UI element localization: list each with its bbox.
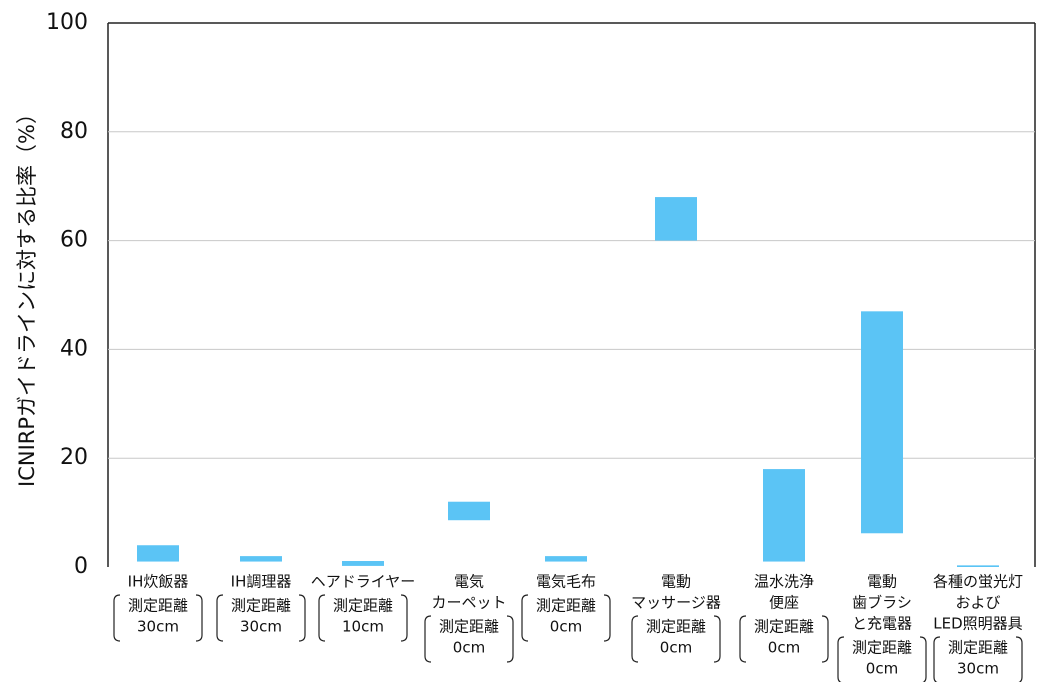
distance-label: 測定距離	[439, 618, 499, 636]
distance-label: 30cm	[240, 618, 282, 636]
distance-label: 0cm	[550, 618, 582, 636]
x-tick-label: カーペット	[431, 594, 506, 612]
bracket	[821, 615, 829, 663]
x-tick-label: および	[955, 594, 1000, 612]
bracket	[113, 594, 121, 642]
bracket	[424, 615, 432, 663]
x-tick-label: LED照明器具	[933, 615, 1022, 633]
y-tick-label: 100	[46, 10, 88, 35]
bracket	[837, 636, 845, 682]
distance-label: 測定距離	[754, 618, 814, 636]
distance-label: 測定距離	[536, 597, 596, 615]
distance-label: 30cm	[957, 660, 999, 678]
bar	[861, 311, 903, 534]
x-tick-label: IH炊飯器	[128, 573, 189, 591]
y-tick-label: 80	[60, 119, 88, 144]
distance-label: 0cm	[660, 639, 692, 657]
x-tick-label: 各種の蛍光灯	[933, 573, 1023, 591]
bar	[240, 556, 282, 562]
bar	[137, 545, 179, 562]
bracket	[713, 615, 721, 663]
bracket	[216, 594, 224, 642]
x-tick-label: 便座	[769, 594, 799, 612]
bar	[342, 561, 384, 566]
x-tick-label: 電動	[661, 573, 691, 591]
bracket	[195, 594, 203, 642]
y-axis-label: ICNIRPガイドラインに対する比率（%）	[15, 103, 39, 487]
y-tick-label: 0	[74, 554, 88, 579]
distance-label: 10cm	[342, 618, 384, 636]
bracket	[521, 594, 529, 642]
x-tick-label: 電気	[454, 573, 484, 591]
y-tick-label: 60	[60, 228, 88, 253]
distance-label: 測定距離	[948, 639, 1008, 657]
distance-label: 測定距離	[852, 639, 912, 657]
distance-label: 測定距離	[646, 618, 706, 636]
distance-label: 測定距離	[231, 597, 291, 615]
bar	[448, 501, 490, 521]
bracket	[739, 615, 747, 663]
bracket	[400, 594, 408, 642]
bracket	[631, 615, 639, 663]
bracket	[1015, 636, 1023, 682]
bracket	[919, 636, 927, 682]
bar	[763, 469, 805, 562]
bar	[957, 565, 999, 567]
distance-label: 0cm	[453, 639, 485, 657]
bracket	[933, 636, 941, 682]
bracket	[506, 615, 514, 663]
bar	[655, 197, 697, 241]
x-tick-label: マッサージ器	[631, 594, 721, 612]
distance-label: 0cm	[768, 639, 800, 657]
bracket	[603, 594, 611, 642]
bracket	[298, 594, 306, 642]
bar	[545, 556, 587, 562]
bracket	[318, 594, 326, 642]
y-tick-label: 20	[60, 445, 88, 470]
x-tick-label: と充電器	[852, 615, 912, 633]
distance-label: 測定距離	[128, 597, 188, 615]
distance-label: 測定距離	[333, 597, 393, 615]
x-tick-label: 歯ブラシ	[852, 594, 912, 612]
x-tick-label: 電動	[867, 573, 897, 591]
y-tick-label: 40	[60, 336, 88, 361]
distance-label: 30cm	[137, 618, 179, 636]
x-tick-label: 電気毛布	[536, 573, 596, 591]
x-tick-label: IH調理器	[231, 573, 292, 591]
x-tick-label: ヘアドライヤー	[311, 573, 416, 591]
x-tick-label: 温水洗浄	[754, 573, 814, 591]
distance-label: 0cm	[866, 660, 898, 678]
